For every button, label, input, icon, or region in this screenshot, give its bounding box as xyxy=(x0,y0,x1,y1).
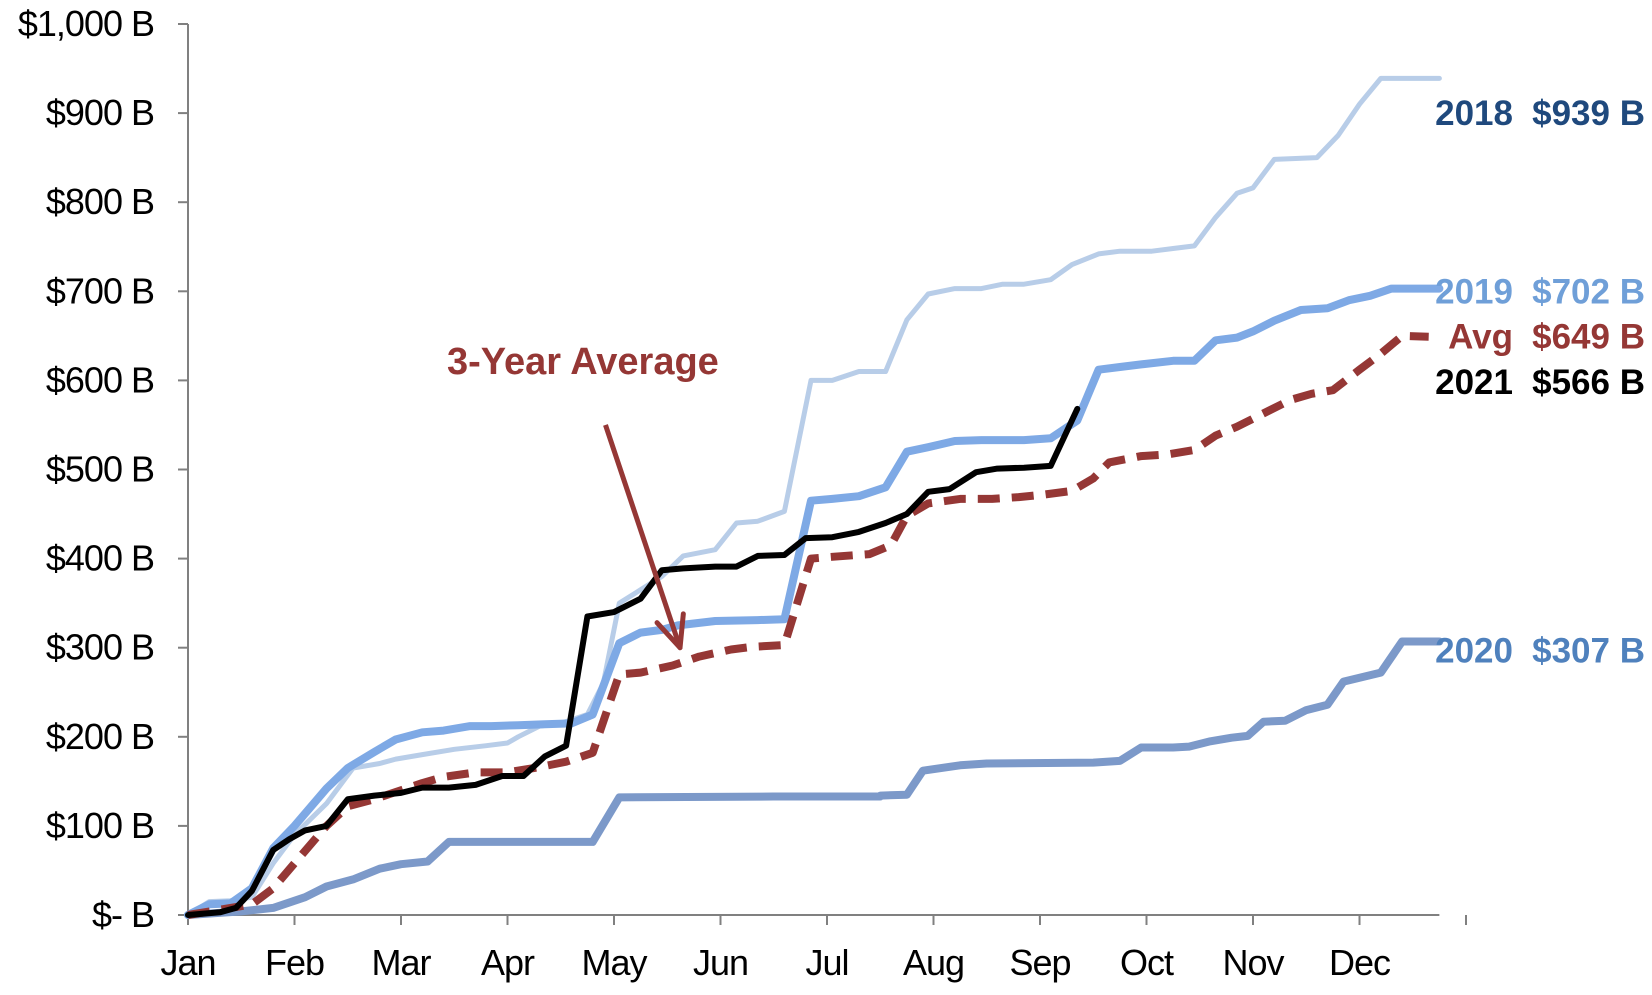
x-tick-label: Jun xyxy=(693,942,748,983)
end-label-value: $702 B xyxy=(1532,272,1645,311)
end-label-year: Avg xyxy=(1448,318,1513,357)
end-label-value: $566 B xyxy=(1532,363,1645,402)
x-tick-label: Aug xyxy=(903,942,964,983)
y-tick-label: $900 B xyxy=(46,92,154,133)
y-tick-label: $600 B xyxy=(46,359,154,400)
x-tick-label: Mar xyxy=(372,942,432,983)
y-tick-label: $500 B xyxy=(46,449,154,490)
series-line-2019 xyxy=(184,284,1444,919)
end-label-year: 2018 xyxy=(1435,94,1513,133)
x-tick-label: Apr xyxy=(481,942,535,983)
x-tick-label: Oct xyxy=(1120,942,1174,983)
x-tick-label: Jul xyxy=(805,942,848,983)
end-label-year: 2021 xyxy=(1435,363,1513,402)
series-layer xyxy=(184,75,1444,919)
x-tick-label: Sep xyxy=(1009,942,1070,983)
y-tick-label: $200 B xyxy=(46,716,154,757)
y-tick-label: $300 B xyxy=(46,627,154,668)
annotation-layer: 3-Year Average xyxy=(447,341,719,651)
end-label-value: $307 B xyxy=(1532,631,1645,670)
annotation-arrow-head xyxy=(654,620,683,651)
y-tick-label: $- B xyxy=(92,894,154,935)
x-tick-label: Jan xyxy=(160,942,215,983)
series-line-2021 xyxy=(185,405,1081,918)
y-tick-label: $1,000 B xyxy=(18,3,154,44)
end-labels-layer: 2018 $939 B 2019 $702 B Avg $649 B 2021 $566 B 2… xyxy=(1435,94,1645,670)
x-tick-label: Nov xyxy=(1222,942,1284,983)
end-label-value: $939 B xyxy=(1532,94,1645,133)
x-tick-label: May xyxy=(581,942,647,983)
series-line-avg xyxy=(187,331,1429,919)
x-tick-label: Feb xyxy=(265,942,324,983)
end-label-year: 2019 xyxy=(1435,272,1513,311)
y-tick-label: $400 B xyxy=(46,538,154,579)
annotation-arrow-shaft xyxy=(603,424,683,649)
y-tick-label: $800 B xyxy=(46,181,154,222)
series-line-2020 xyxy=(184,637,1444,919)
y-tick-label: $100 B xyxy=(46,805,154,846)
axes-layer: $- B $100 B $200 B $300 B $400 B $500 B $600 B… xyxy=(18,3,1467,983)
end-label-value: $649 B xyxy=(1532,318,1645,357)
series-line-2018 xyxy=(185,75,1442,918)
end-label-year: 2020 xyxy=(1435,631,1513,670)
annotation-arrow-head xyxy=(677,611,686,651)
x-tick-label: Dec xyxy=(1329,942,1391,983)
y-tick-label: $700 B xyxy=(46,270,154,311)
annotation-text: 3-Year Average xyxy=(447,341,719,383)
